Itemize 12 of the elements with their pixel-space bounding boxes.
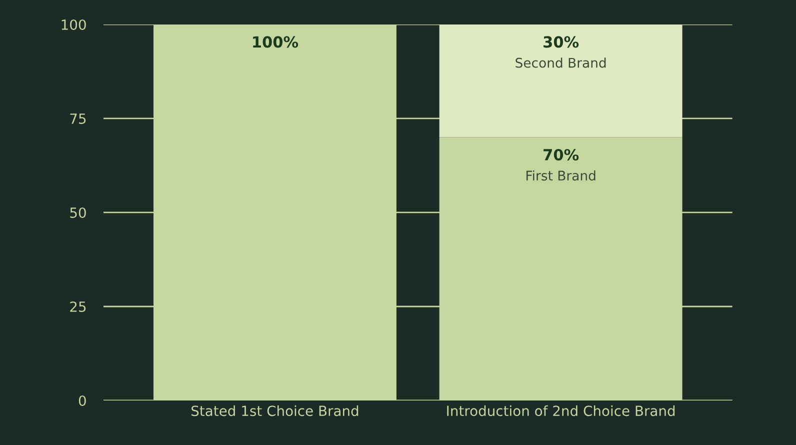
y-tick-label: 75 [70, 114, 86, 124]
series-label: Second Brand [516, 58, 606, 68]
y-tick-label: 0 [78, 395, 86, 406]
x-tick-label: Introduction of 2nd Choice Brand [447, 405, 675, 416]
data-label: 70% [544, 148, 579, 161]
series-label: First Brand [526, 170, 596, 181]
y-tick-label: 25 [70, 301, 86, 312]
y-tick-label: 100 [62, 19, 86, 30]
data-label: 100% [253, 36, 298, 48]
y-tick-label: 50 [70, 207, 86, 218]
data-label: 30% [544, 36, 579, 48]
x-tick-label: Stated 1st Choice Brand [192, 405, 358, 416]
